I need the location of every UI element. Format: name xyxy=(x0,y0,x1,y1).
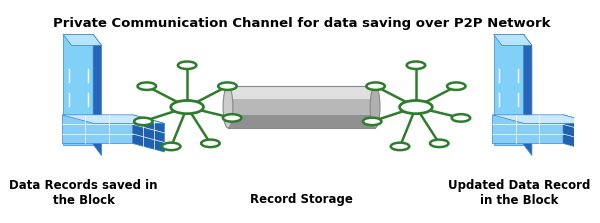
Circle shape xyxy=(223,114,241,122)
Polygon shape xyxy=(63,34,101,45)
Polygon shape xyxy=(494,34,532,45)
Polygon shape xyxy=(62,115,133,143)
Polygon shape xyxy=(228,86,375,99)
Polygon shape xyxy=(494,34,524,145)
Polygon shape xyxy=(63,34,93,145)
Circle shape xyxy=(178,62,196,69)
Circle shape xyxy=(137,83,156,90)
Text: Updated Data Record
in the Block: Updated Data Record in the Block xyxy=(448,179,590,207)
Circle shape xyxy=(134,118,152,125)
Circle shape xyxy=(218,83,237,90)
Polygon shape xyxy=(524,34,532,156)
Circle shape xyxy=(447,83,466,90)
Circle shape xyxy=(162,143,181,150)
Ellipse shape xyxy=(370,86,380,128)
Text: Data Records saved in
the Block: Data Records saved in the Block xyxy=(10,179,158,207)
Polygon shape xyxy=(133,115,164,152)
Polygon shape xyxy=(62,115,164,123)
Circle shape xyxy=(407,62,425,69)
Ellipse shape xyxy=(223,86,233,128)
FancyBboxPatch shape xyxy=(14,0,589,223)
Polygon shape xyxy=(563,115,595,152)
Text: Private Communication Channel for data saving over P2P Network: Private Communication Channel for data s… xyxy=(53,17,550,30)
Polygon shape xyxy=(492,115,563,143)
Circle shape xyxy=(430,140,448,147)
Polygon shape xyxy=(228,116,375,128)
Polygon shape xyxy=(228,86,375,128)
Circle shape xyxy=(201,140,220,147)
Circle shape xyxy=(391,143,409,150)
Polygon shape xyxy=(93,34,101,156)
Circle shape xyxy=(367,83,385,90)
Circle shape xyxy=(452,114,470,122)
Circle shape xyxy=(363,118,382,125)
Circle shape xyxy=(171,101,203,114)
Text: Record Storage: Record Storage xyxy=(250,193,353,206)
Polygon shape xyxy=(492,115,595,123)
Circle shape xyxy=(400,101,432,114)
